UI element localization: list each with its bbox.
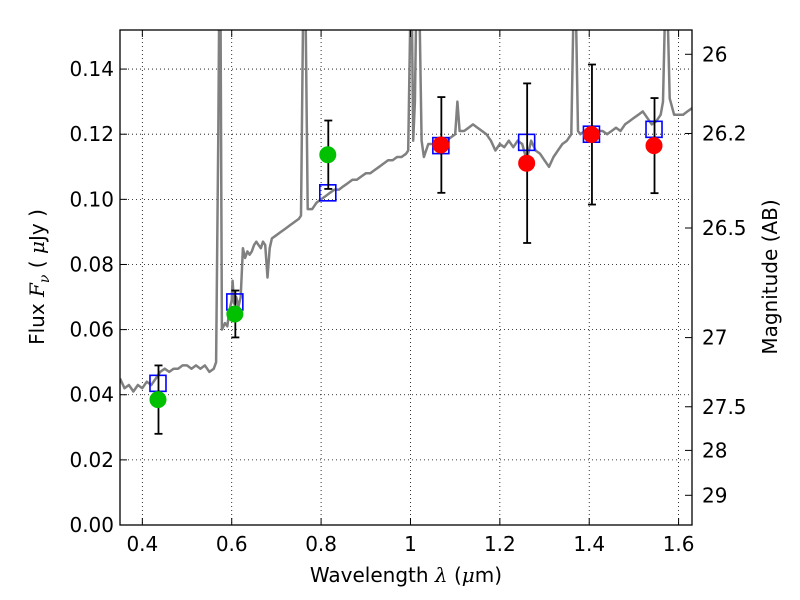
- red-data-point: [518, 154, 536, 172]
- red-data-point: [582, 126, 600, 144]
- x-tick-label: 1.4: [573, 532, 605, 556]
- green-data-point: [319, 146, 337, 164]
- x-tick-label: 0.6: [216, 532, 248, 556]
- red-data-point: [645, 137, 663, 155]
- x-tick-label: 0.8: [305, 532, 337, 556]
- grid: [120, 30, 692, 526]
- x-tick-label: 1.6: [663, 532, 695, 556]
- axis-ticks: 0.4 0.6 0.8 1 1.2 1.4 1.6 0.00 0.02 0.04 0.06 0.08 0…: [69, 30, 747, 556]
- x-tick-label: 0.4: [126, 532, 158, 556]
- x-axis-label: Wavelength λ (μm): [310, 563, 502, 587]
- x-tick-label: 1: [404, 532, 417, 556]
- green-data-point: [226, 305, 244, 323]
- y-tick-label: 0.02: [69, 448, 114, 472]
- mag-tick-label: 27.5: [702, 395, 747, 419]
- red-data-point: [432, 136, 450, 154]
- data-marks: [149, 63, 663, 435]
- mag-tick-label: 28: [702, 438, 727, 462]
- y-tick-label: 0.06: [69, 318, 114, 342]
- y-tick-label: 0.08: [69, 252, 114, 276]
- mag-tick-label: 29: [702, 483, 727, 507]
- y-tick-label: 0.00: [69, 513, 114, 537]
- mag-tick-label: 26.2: [702, 121, 747, 145]
- y2-axis-label: Magnitude (AB): [758, 199, 782, 354]
- mag-tick-label: 26.5: [702, 216, 747, 240]
- y-tick-label: 0.10: [69, 187, 114, 211]
- y-tick-label: 0.14: [69, 57, 114, 81]
- y-axis-label: Flux Fν ( μJy ): [25, 209, 53, 345]
- y-tick-label: 0.04: [69, 383, 114, 407]
- mag-tick-label: 27: [702, 326, 727, 350]
- plot-frame: [119, 29, 693, 526]
- x-tick-label: 1.2: [484, 532, 516, 556]
- model-spectrum-line: [120, 30, 692, 393]
- green-data-point: [149, 391, 167, 409]
- y-tick-label: 0.12: [69, 122, 114, 146]
- mag-tick-label: 26: [702, 42, 727, 66]
